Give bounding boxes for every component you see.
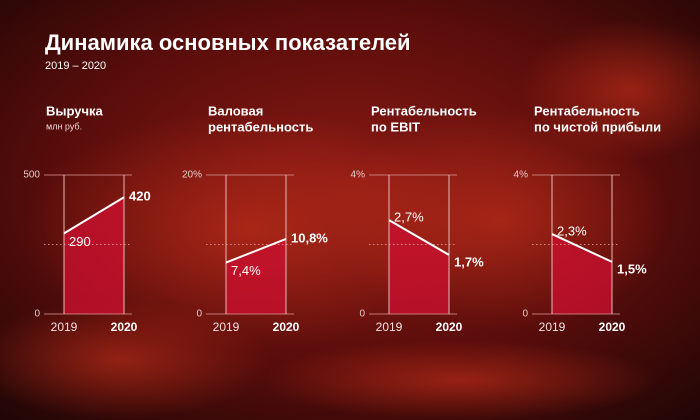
y-tick-label: 0 [359,309,365,320]
y-tick-label: 500 [23,170,40,181]
area [552,234,612,314]
line [225,238,287,264]
value-label: 2,3% [557,224,587,239]
y-tick-label: 20% [182,170,202,181]
x-tick-label: 2019 [376,320,403,334]
x-tick-label: 2019 [539,320,566,334]
page-title: Динамика основных показателей [45,30,411,55]
line [551,233,613,263]
chart-subtitle: млн руб. [46,121,82,131]
x-tick-label: 2020 [436,320,463,334]
chart-title: рентабельность [208,119,313,134]
area [64,197,124,314]
x-tick-label: 2019 [51,320,78,334]
line [388,219,450,256]
x-tick-label: 2020 [599,320,626,334]
x-tick-label: 2019 [213,320,240,334]
y-tick-label: 0 [34,309,40,320]
y-tick-label: 0 [522,309,528,320]
x-tick-label: 2020 [273,320,300,334]
page-subtitle: 2019 – 2020 [45,60,106,72]
chart-title: Рентабельность [534,103,640,118]
value-label: 1,7% [454,254,484,269]
y-tick-label: 4% [351,170,366,181]
chart-title: Выручка [46,103,104,118]
value-label: 10,8% [291,230,328,245]
value-label: 2,7% [394,210,424,225]
chart-title: Валовая [208,103,263,118]
chart-title: по EBIT [371,119,420,134]
line [63,196,125,235]
x-tick-label: 2020 [111,320,138,334]
y-tick-label: 0 [196,309,202,320]
chart-title: Рентабельность [371,103,477,118]
value-label: 1,5% [617,261,647,276]
value-label: 7,4% [231,263,261,278]
area [389,220,449,314]
value-label: 420 [129,189,151,204]
value-label: 290 [69,234,91,249]
y-tick-label: 4% [514,170,529,181]
chart-title: по чистой прибыли [534,119,661,134]
